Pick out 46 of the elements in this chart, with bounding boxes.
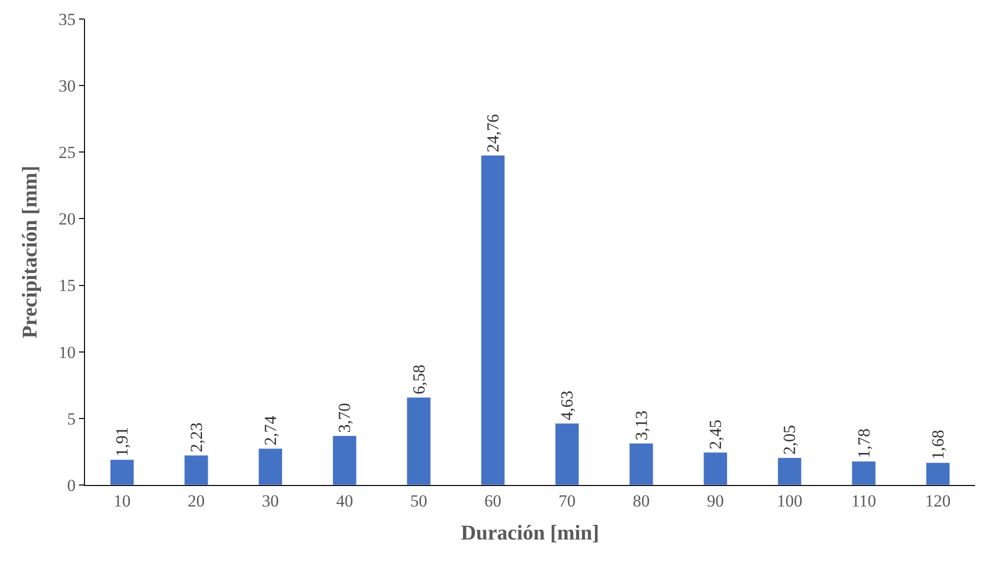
x-tick-label: 20: [188, 491, 205, 510]
x-tick-label: 40: [336, 491, 354, 510]
data-label: 2,05: [780, 424, 800, 455]
bar: [110, 459, 134, 485]
data-label: 2,74: [260, 415, 280, 446]
bar: [777, 457, 802, 485]
bar: [703, 452, 728, 485]
y-tick-label: 25: [58, 143, 76, 162]
x-tick-label: 100: [776, 491, 802, 510]
data-label: 3,70: [335, 402, 354, 433]
data-label: 1,78: [854, 428, 874, 458]
data-label: 2,23: [186, 422, 206, 452]
x-tick-label: 80: [632, 491, 650, 510]
x-tick-label: 90: [706, 491, 724, 510]
x-tick-label: 120: [925, 491, 951, 510]
data-label: 3,13: [632, 410, 651, 440]
bar: [258, 448, 283, 485]
y-tick-label: 30: [58, 76, 76, 96]
y-tick-label: 0: [67, 476, 76, 495]
x-tick-label: 50: [410, 491, 428, 510]
data-label: 4,63: [558, 390, 577, 420]
y-tick-label: 15: [58, 276, 76, 296]
bar: [406, 397, 431, 485]
data-label: 24,76: [483, 114, 502, 152]
bar: [184, 455, 208, 485]
bar: [629, 443, 654, 485]
data-label: 1,91: [112, 426, 132, 457]
y-tick-label: 5: [67, 409, 76, 428]
bar: [852, 461, 876, 485]
bar: [926, 462, 950, 485]
data-label: 1,68: [928, 430, 948, 460]
bar: [554, 423, 580, 485]
y-tick-label: 10: [58, 342, 76, 362]
bar: [480, 155, 506, 485]
data-label: 2,45: [706, 420, 725, 450]
x-tick-label: 10: [114, 491, 131, 510]
x-tick-label: 110: [851, 491, 876, 510]
y-axis-title: Precipitación [mm]: [18, 166, 42, 338]
x-axis-title: Duración [min]: [460, 520, 600, 545]
x-tick-label: 70: [558, 491, 576, 510]
x-tick-label: 60: [484, 491, 502, 510]
data-label: 6,58: [409, 364, 428, 394]
y-tick-label: 20: [58, 210, 76, 229]
x-tick-label: 30: [262, 491, 279, 510]
bar: [332, 435, 357, 485]
y-tick-label: 35: [58, 10, 76, 29]
